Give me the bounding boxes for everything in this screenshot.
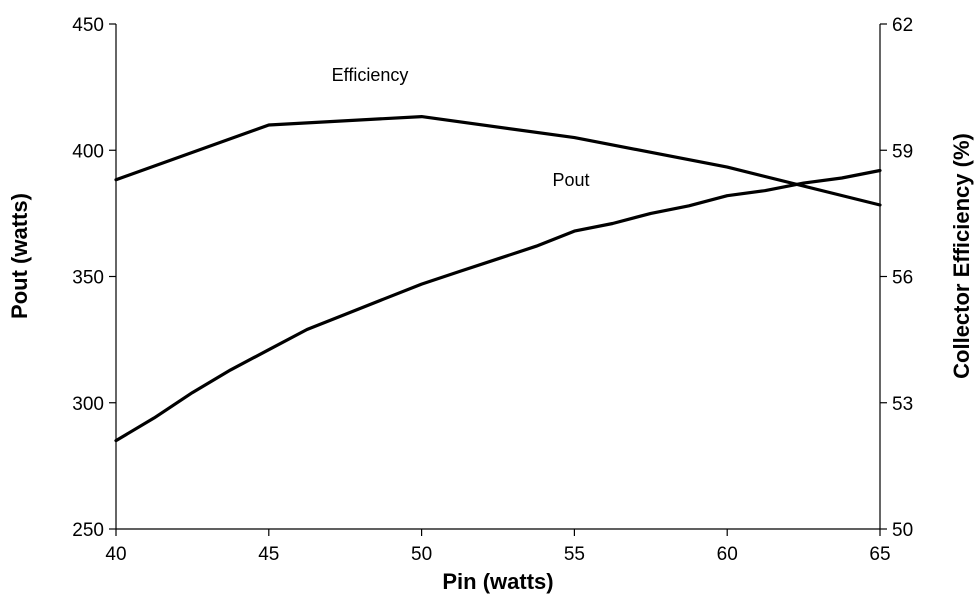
series-label-efficiency: Efficiency <box>332 65 409 85</box>
left-y-axis-title: Pout (watts) <box>7 193 32 319</box>
series-line-pout <box>114 168 882 443</box>
x-tick-label: 65 <box>869 544 890 565</box>
y2-tick-label: 53 <box>892 394 913 415</box>
y-tick-label: 400 <box>72 141 104 162</box>
x-tick-label: 60 <box>717 544 738 565</box>
y-tick-label: 450 <box>72 15 104 36</box>
y-tick-label: 250 <box>72 520 104 541</box>
x-ticks: 40 45 50 55 60 65 <box>105 529 891 565</box>
series-labels: Efficiency Pout <box>332 65 590 190</box>
x-tick-label: 45 <box>258 544 279 565</box>
x-tick-label: 55 <box>564 544 585 565</box>
y2-tick-label: 56 <box>892 268 913 289</box>
y-tick-label: 350 <box>72 268 104 289</box>
y-tick-label: 300 <box>72 394 104 415</box>
y2-tick-label: 59 <box>892 141 913 162</box>
x-tick-label: 50 <box>411 544 432 565</box>
left-y-ticks: 250 300 350 400 450 <box>72 15 116 541</box>
series-line-efficiency <box>114 114 882 207</box>
right-y-ticks: 50 53 56 59 62 <box>880 15 913 541</box>
right-y-axis-title: Collector Efficiency (%) <box>949 133 974 379</box>
axes <box>115 24 881 530</box>
y2-tick-label: 62 <box>892 15 913 36</box>
series-label-pout: Pout <box>552 170 589 190</box>
series-lines <box>114 114 882 443</box>
x-axis-title: Pin (watts) <box>442 569 553 594</box>
x-tick-label: 40 <box>105 544 126 565</box>
y2-tick-label: 50 <box>892 520 913 541</box>
